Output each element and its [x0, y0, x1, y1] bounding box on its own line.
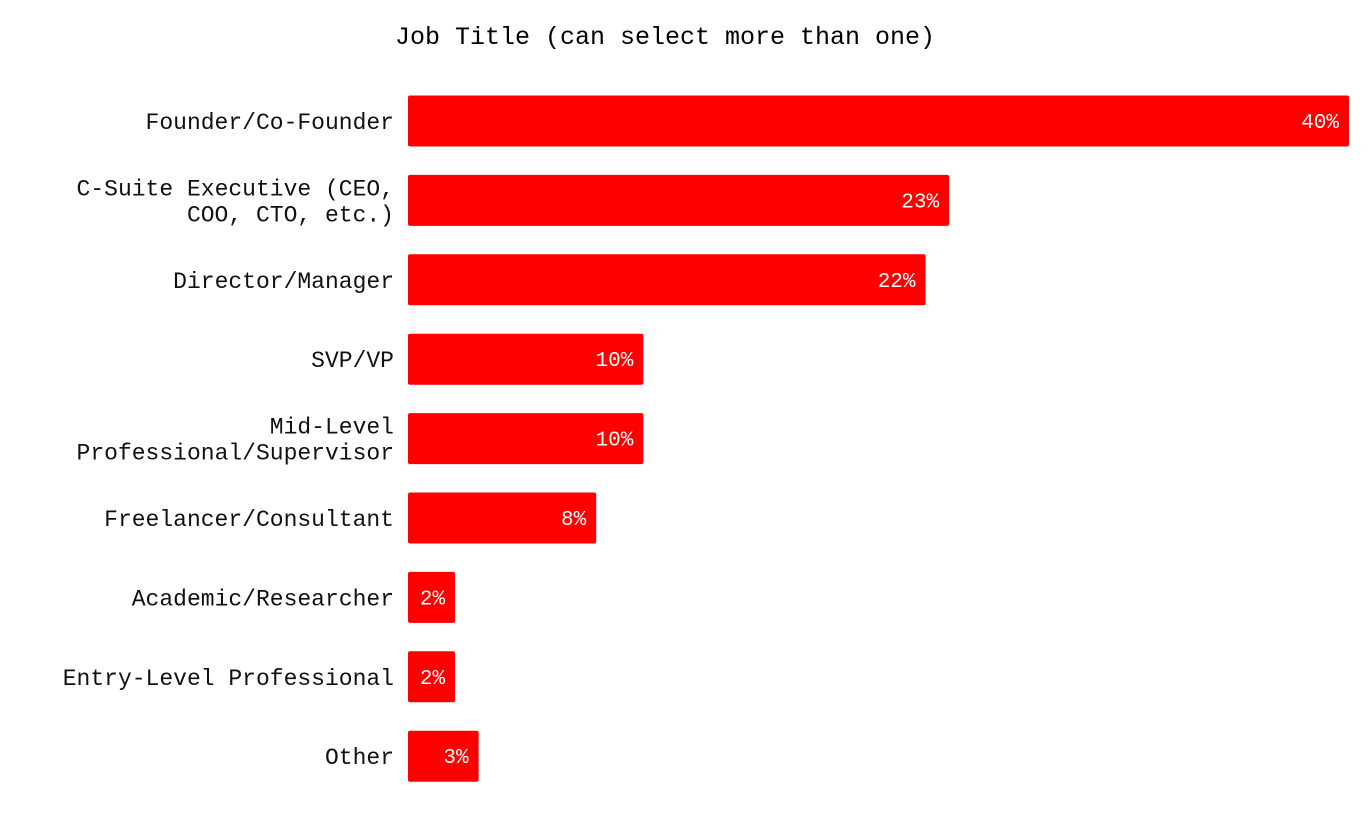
bar	[408, 254, 926, 306]
category-label: C-Suite Executive (CEO, COO, CTO, etc.)	[77, 176, 394, 228]
bar-value-label: 8%	[561, 509, 587, 532]
bar	[408, 651, 455, 703]
chart-title: Job Title (can select more than one)	[395, 23, 935, 52]
category-label-line: Director/Manager	[173, 269, 394, 295]
bar	[408, 174, 950, 226]
category-label-line: SVP/VP	[311, 348, 394, 374]
category-label-line: Mid-Level	[270, 415, 394, 441]
bar-value-label: 23%	[901, 191, 939, 214]
category-label: SVP/VP	[311, 348, 394, 374]
bar	[408, 730, 479, 782]
bar	[408, 492, 597, 544]
category-label-line: Academic/Researcher	[132, 586, 394, 612]
bar-value-label: 2%	[420, 668, 446, 691]
category-label-line: Entry-Level Professional	[63, 666, 394, 692]
category-label: Freelancer/Consultant	[104, 507, 394, 533]
bars-group: 40% Founder/Co-Founder 23% C-Suite Executiv…	[63, 95, 1349, 782]
category-label: Entry-Level Professional	[63, 666, 394, 692]
category-label-line: COO, CTO, etc.)	[187, 202, 394, 228]
bar	[408, 571, 455, 623]
bar	[408, 413, 644, 465]
category-label-line: Other	[325, 745, 394, 771]
bar	[408, 333, 644, 385]
category-label: Academic/Researcher	[132, 586, 394, 612]
bar-value-label: 10%	[595, 350, 633, 373]
bar-value-label: 10%	[595, 430, 633, 453]
category-label-line: Founder/Co-Founder	[146, 110, 394, 136]
bar	[408, 95, 1349, 147]
category-label: Director/Manager	[173, 269, 394, 295]
bar-value-label: 3%	[443, 747, 469, 770]
bar-value-label: 22%	[878, 271, 916, 294]
category-label: Founder/Co-Founder	[146, 110, 394, 136]
category-label: Other	[325, 745, 394, 771]
category-label-line: Freelancer/Consultant	[104, 507, 394, 533]
category-label: Mid-Level Professional/Supervisor	[77, 415, 394, 467]
bar-value-label: 2%	[420, 588, 446, 611]
bar-value-label: 40%	[1301, 112, 1339, 135]
category-label-line: Professional/Supervisor	[77, 441, 394, 467]
category-label-line: C-Suite Executive (CEO,	[77, 176, 394, 202]
